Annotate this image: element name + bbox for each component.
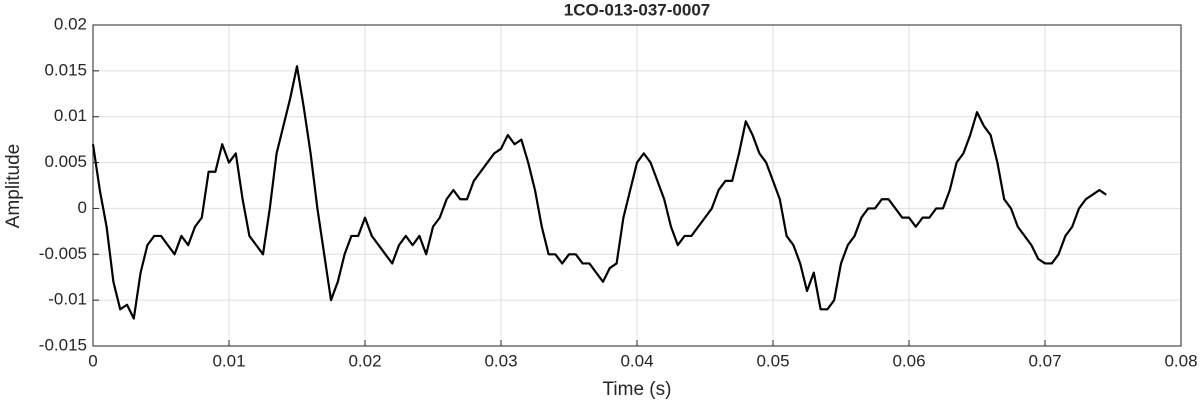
data-line	[91, 65, 1107, 320]
x-tick-label: 0.03	[484, 351, 517, 370]
y-tick-label: 0	[78, 198, 87, 217]
chart-title: 1CO-013-037-0007	[564, 0, 710, 19]
x-tick-label: 0.07	[1028, 351, 1061, 370]
x-tick-label: 0.08	[1164, 351, 1197, 370]
y-tick-label: -0.005	[39, 244, 87, 263]
x-tick-label: 0.05	[756, 351, 789, 370]
x-tick-label: 0	[88, 351, 97, 370]
plot-frame	[92, 24, 1182, 347]
x-tick-label: 0.02	[348, 351, 381, 370]
x-tick-label: 0.04	[620, 351, 653, 370]
y-tick-label: 0.015	[44, 60, 87, 79]
y-tick-label: 0.01	[54, 106, 87, 125]
y-tick-label: -0.015	[39, 335, 87, 354]
y-axis-label: Amplitude	[3, 144, 24, 229]
y-tick-label: 0.005	[44, 152, 87, 171]
x-axis-label: Time (s)	[603, 379, 672, 400]
x-tick-label: 0.06	[892, 351, 925, 370]
y-tick-label: 0.02	[54, 14, 87, 33]
x-tick-label: 0.01	[212, 351, 245, 370]
y-tick-label: -0.01	[48, 290, 87, 309]
